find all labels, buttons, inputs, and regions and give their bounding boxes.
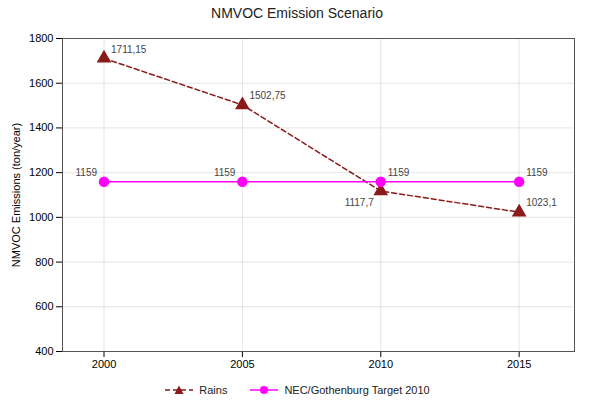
svg-text:1400: 1400: [29, 121, 53, 133]
html-text:NEC/Gothenburg Target 2010: NEC/Gothenburg Target 2010: [284, 384, 430, 396]
html-text:NMVOC Emission Scenario: NMVOC Emission Scenario: [211, 5, 383, 21]
svg-text:2010: 2010: [369, 358, 393, 370]
svg-text:400: 400: [35, 345, 53, 357]
svg-text:1800: 1800: [29, 32, 53, 44]
html-text:Rains: Rains: [199, 384, 228, 396]
svg-text:800: 800: [35, 256, 53, 268]
svg-text:NMVOC Emissions (ton/year): NMVOC Emissions (ton/year): [10, 123, 22, 267]
svg-text:1159: 1159: [214, 167, 236, 178]
svg-text:1711,15: 1711,15: [111, 44, 147, 55]
svg-text:600: 600: [35, 300, 53, 312]
svg-text:1159: 1159: [75, 167, 97, 178]
svg-text:2015: 2015: [507, 358, 531, 370]
svg-text:1159: 1159: [526, 167, 548, 178]
svg-text:1200: 1200: [29, 166, 53, 178]
svg-text:1023,1: 1023,1: [526, 197, 557, 208]
svg-text:1159: 1159: [388, 167, 410, 178]
svg-text:2000: 2000: [92, 358, 116, 370]
svg-text:1502,75: 1502,75: [249, 90, 286, 101]
svg-text:1600: 1600: [29, 77, 53, 89]
svg-text:1000: 1000: [29, 211, 53, 223]
svg-text:2005: 2005: [230, 358, 254, 370]
svg-text:1117,7: 1117,7: [345, 197, 375, 208]
